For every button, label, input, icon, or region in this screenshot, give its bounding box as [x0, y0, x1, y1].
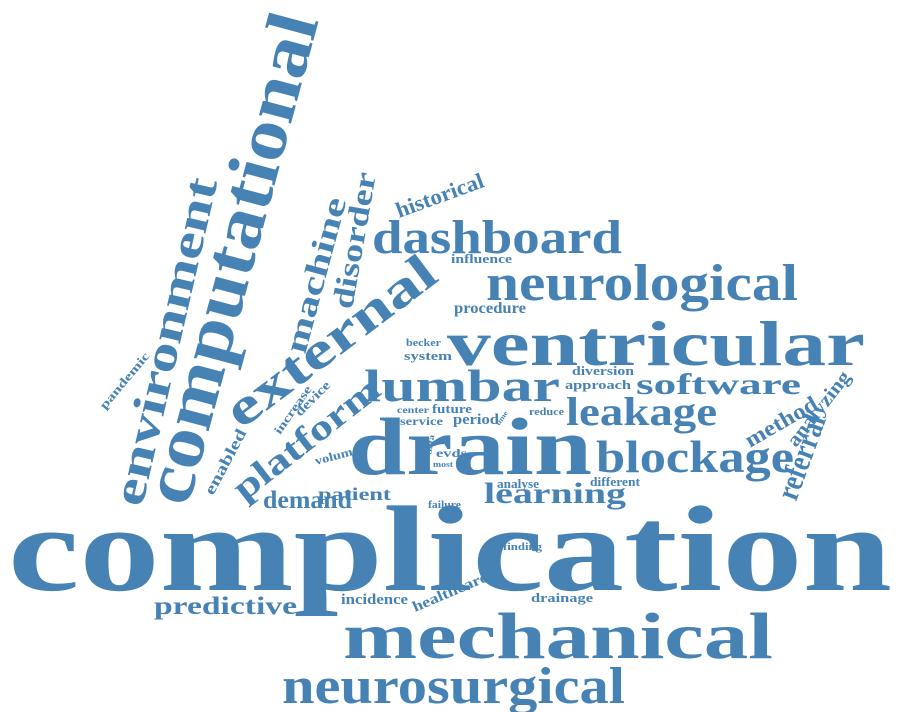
word-learning: learning [484, 477, 626, 510]
word-period: period [453, 412, 500, 428]
word-incidence: incidence [341, 592, 408, 608]
word-lumbar: lumbar [364, 360, 560, 411]
word-leakage: leakage [566, 389, 717, 434]
word-diversion: diversion [572, 363, 635, 378]
word-procedure: procedure [454, 300, 526, 317]
word-dashboard: dashboard [372, 211, 622, 264]
word-evds: evds [436, 446, 467, 460]
word-demand: demand [263, 487, 352, 514]
word-complication: complication [8, 482, 892, 617]
word-center: center [397, 405, 429, 415]
word-most: most [433, 460, 453, 469]
word-system: system [404, 348, 452, 363]
word-patient: patient [318, 484, 391, 504]
word-software: software [636, 368, 801, 401]
word-drainage: drainage [531, 590, 593, 605]
word-influence: influence [451, 251, 512, 266]
word-failure: failure [428, 499, 461, 511]
word-neurosurgical: neurosurgical [282, 658, 625, 712]
word-blockage: blockage [596, 431, 794, 482]
word-service: service [400, 414, 444, 428]
word-drain: drain [348, 401, 592, 492]
word-predictive: predictive [154, 593, 297, 620]
word-analyse: analyse [497, 476, 539, 491]
word-approach: approach [565, 377, 632, 392]
word-neurological: neurological [486, 255, 798, 312]
word-reduce: reduce [529, 406, 564, 418]
word-mechanical: mechanical [343, 600, 773, 673]
word-different: different [590, 474, 641, 489]
word-becker: becker [406, 338, 442, 349]
word-finding: finding [503, 541, 543, 553]
word-future: future [432, 401, 472, 416]
word-data: data [424, 434, 436, 455]
word-ventricular: ventricular [447, 308, 865, 379]
